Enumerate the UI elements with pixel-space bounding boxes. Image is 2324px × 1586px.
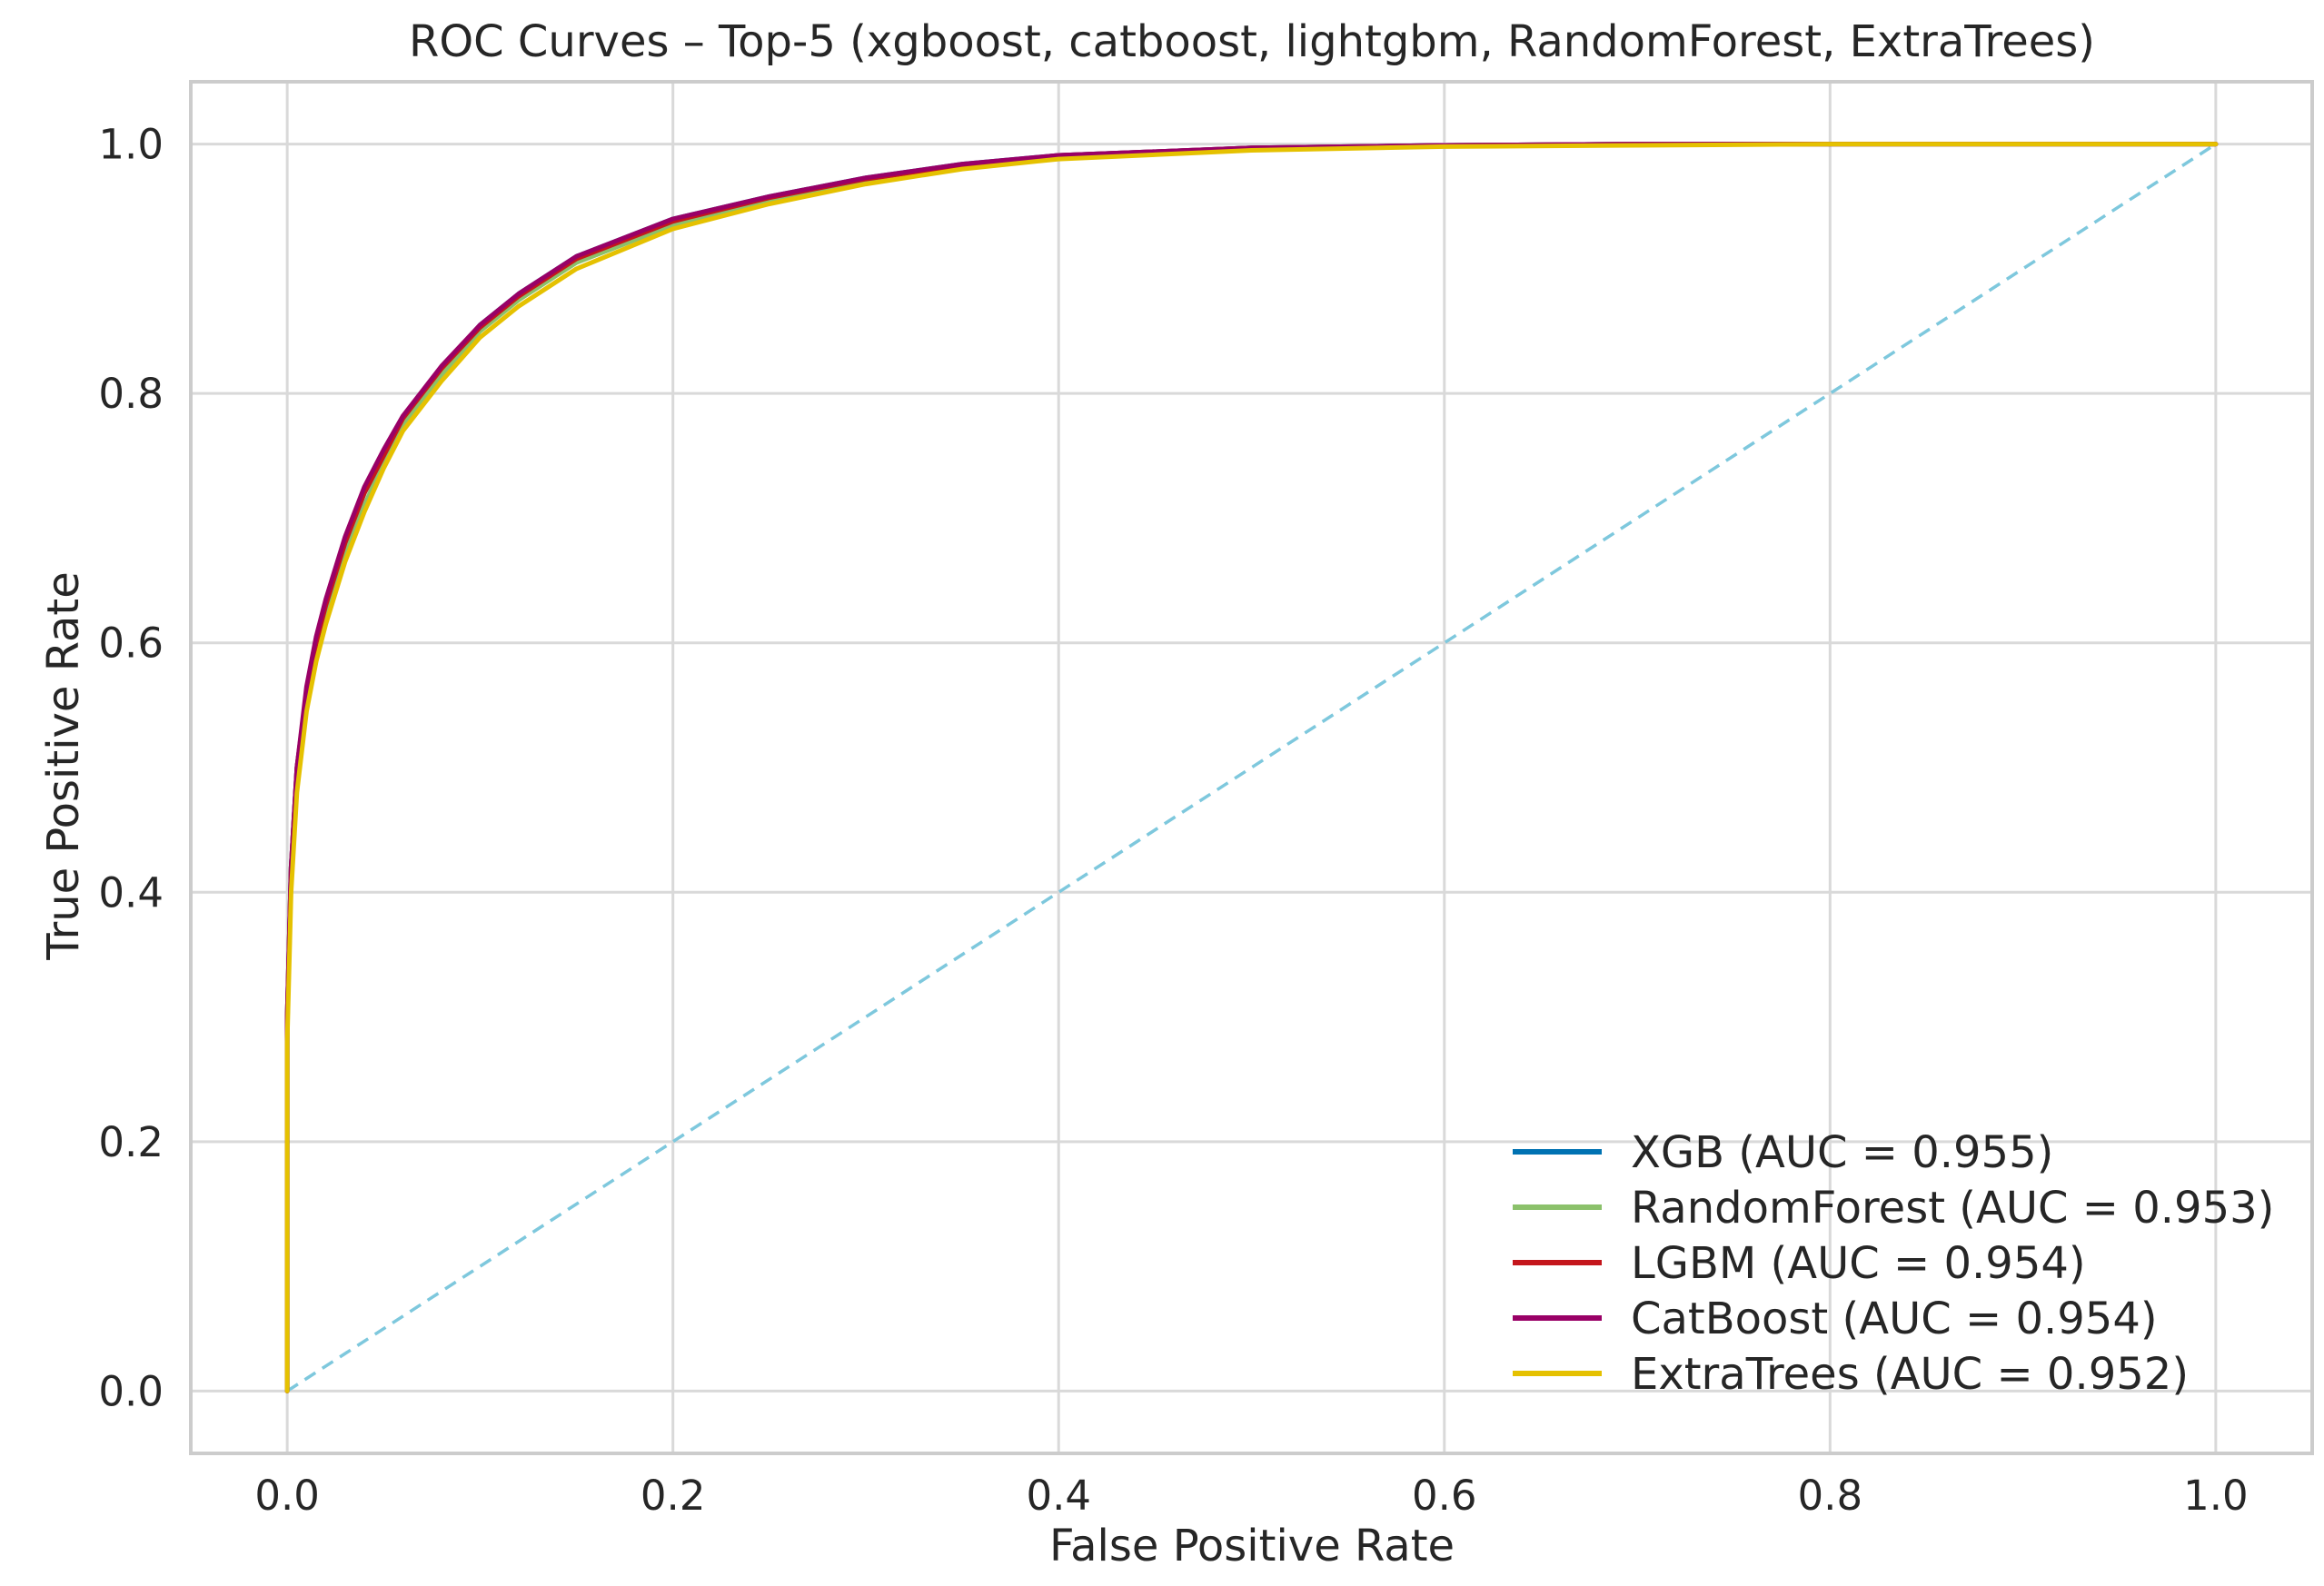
y-tick-label: 0.2 bbox=[98, 1118, 164, 1166]
x-tick-label: 0.8 bbox=[1798, 1472, 1863, 1520]
chart-title: ROC Curves – Top-5 (xgboost, catboost, l… bbox=[409, 16, 2095, 67]
grid bbox=[191, 82, 2312, 1453]
y-tick-label: 0.4 bbox=[98, 868, 164, 917]
x-axis-title: False Positive Rate bbox=[1049, 1521, 1455, 1571]
plot-frame bbox=[189, 80, 2314, 1455]
x-tick-label: 1.0 bbox=[2183, 1472, 2249, 1520]
roc-curve-series-5 bbox=[284, 142, 2219, 1393]
y-tick-label: 0.6 bbox=[98, 620, 164, 668]
plot-area bbox=[284, 142, 2219, 1393]
legend-label: LGBM (AUC = 0.954) bbox=[1631, 1238, 2086, 1289]
x-tick-label: 0.2 bbox=[641, 1472, 706, 1520]
legend-label: ExtraTrees (AUC = 0.952) bbox=[1631, 1349, 2189, 1400]
x-tick-label: 0.0 bbox=[254, 1472, 320, 1520]
legend: XGB (AUC = 0.955)RandomForest (AUC = 0.9… bbox=[1513, 1127, 2274, 1400]
y-axis-title: True Positive Rate bbox=[38, 571, 89, 961]
legend-label: CatBoost (AUC = 0.954) bbox=[1631, 1294, 2158, 1344]
tick-labels: 0.0 0.2 0.4 0.6 0.8 1.0 0.0 0.2 0.4 0.6 0.8 1.0 bbox=[98, 121, 2248, 1520]
legend-label: RandomForest (AUC = 0.953) bbox=[1631, 1183, 2274, 1234]
legend-label: XGB (AUC = 0.955) bbox=[1631, 1127, 2053, 1178]
chance-reference-line bbox=[286, 143, 2217, 1393]
y-tick-label: 0.8 bbox=[98, 370, 164, 418]
x-tick-label: 0.6 bbox=[1412, 1472, 1477, 1520]
y-tick-label: 1.0 bbox=[98, 121, 164, 169]
y-tick-label: 0.0 bbox=[98, 1367, 164, 1415]
x-tick-label: 0.4 bbox=[1026, 1472, 1091, 1520]
